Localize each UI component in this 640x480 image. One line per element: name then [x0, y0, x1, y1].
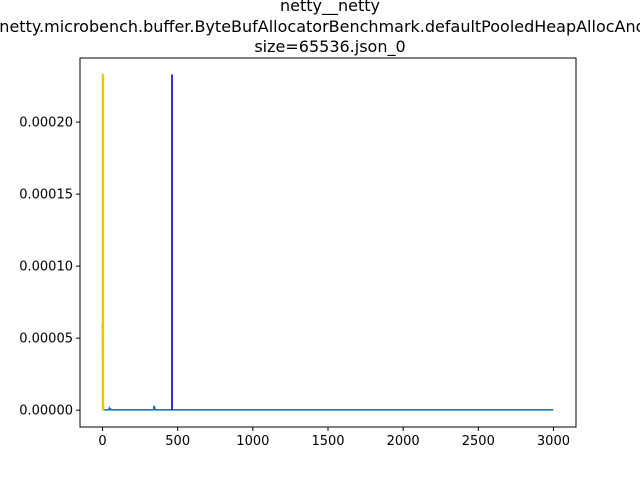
y-tick-label: 0.00005 — [19, 332, 73, 347]
y-tick-label: 0.00015 — [19, 188, 73, 203]
series-line-2 — [101, 73, 105, 411]
plot-frame — [79, 57, 577, 428]
x-tick-label: 1500 — [311, 434, 344, 449]
y-axis-ticks: 0.00000 0.00005 0.00010 0.00015 0.00020 — [19, 116, 80, 419]
x-tick-label: 2000 — [387, 434, 420, 449]
x-axis-ticks: 0 500 1000 1500 2000 2500 3000 — [98, 427, 570, 449]
x-tick-label: 3000 — [537, 434, 570, 449]
plot-area — [80, 58, 576, 427]
chart-title-line-1: netty__netty — [280, 0, 380, 16]
y-tick-label: 0.00000 — [19, 404, 73, 419]
y-tick-label: 0.00020 — [19, 116, 73, 131]
x-tick-label: 500 — [165, 434, 190, 449]
x-tick-label: 2500 — [462, 434, 495, 449]
series-layer — [101, 73, 554, 412]
x-tick-label: 1000 — [236, 434, 269, 449]
chart-title-line-2: io.netty.microbench.buffer.ByteBufAlloca… — [0, 17, 640, 36]
chart-title-line-3: size=65536.json_0 — [254, 37, 405, 57]
y-tick-label: 0.00010 — [19, 260, 73, 275]
x-tick-label: 0 — [98, 434, 106, 449]
